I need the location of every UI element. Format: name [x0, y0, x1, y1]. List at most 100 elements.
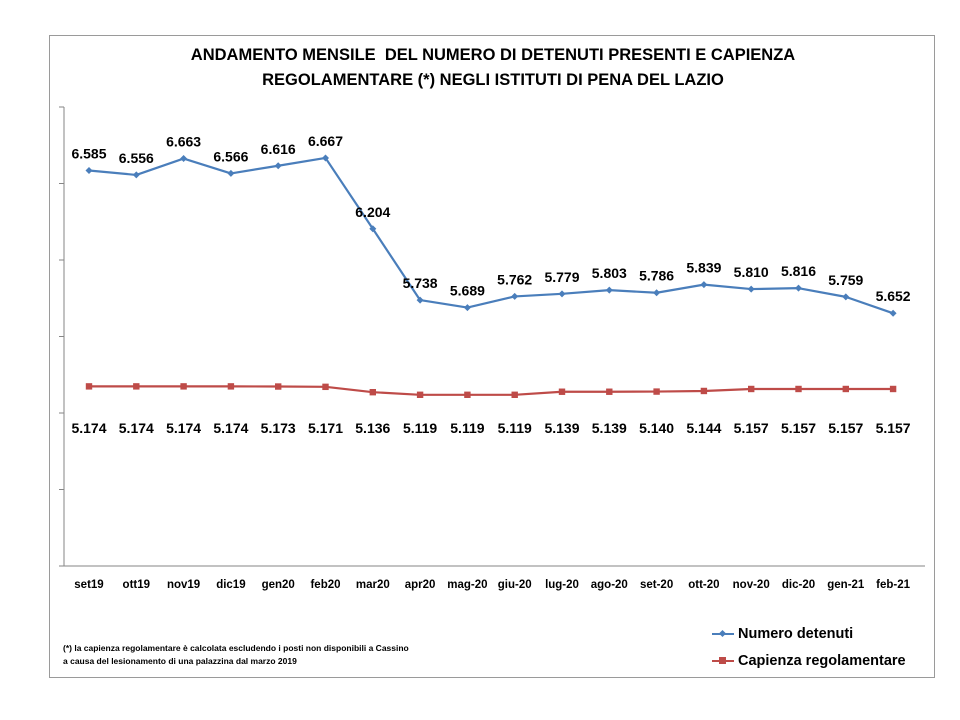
data-label: 5.157 — [828, 420, 863, 436]
data-point-square — [180, 383, 187, 390]
data-label: 5.810 — [734, 264, 769, 280]
data-label: 5.157 — [781, 420, 816, 436]
data-point-square — [85, 383, 93, 390]
data-point-square — [416, 391, 424, 398]
data-point-diamond — [511, 292, 519, 300]
x-tick-label: set-20 — [640, 579, 673, 591]
legend-marker-square-icon — [712, 655, 734, 667]
data-label: 5.119 — [498, 420, 532, 436]
data-point-diamond — [605, 286, 613, 294]
legend-label-capienza: Capienza regolamentare — [738, 652, 906, 669]
data-label: 5.139 — [544, 420, 579, 436]
data-label: 5.759 — [828, 272, 863, 288]
data-label: 5.839 — [686, 260, 721, 276]
legend-item-numero-detenuti: Numero detenuti — [712, 620, 906, 647]
x-tick-label: mar20 — [356, 579, 390, 591]
legend-marker-diamond-icon — [712, 628, 734, 640]
data-point-square — [748, 385, 755, 393]
data-label: 5.139 — [592, 420, 627, 436]
chart-title-line-1: ANDAMENTO MENSILE DEL NUMERO DI DETENUTI… — [190, 46, 796, 64]
data-point-square — [700, 387, 708, 395]
data-point-diamond — [227, 169, 235, 177]
x-tick-label: gen20 — [262, 579, 295, 591]
data-point-diamond — [795, 284, 802, 292]
data-point-square — [795, 385, 802, 393]
data-point-diamond — [132, 171, 140, 179]
x-tick-label: dic19 — [216, 579, 245, 591]
data-point-square — [464, 391, 471, 398]
chart-title-line-2: REGOLAMENTARE (*) NEGLI ISTITUTI DI PENA… — [262, 71, 724, 89]
data-label: 6.204 — [355, 204, 390, 220]
data-label: 5.174 — [71, 420, 106, 436]
data-label: 5.689 — [450, 283, 485, 299]
data-label: 5.174 — [213, 420, 248, 436]
data-point-square — [653, 388, 660, 395]
x-tick-label: feb20 — [310, 579, 340, 591]
data-point-square — [133, 383, 140, 390]
x-tick-label: set19 — [74, 579, 103, 591]
data-label: 5.144 — [686, 420, 721, 436]
footnote-line-1: (*) la capienza regolamentare è calcolat… — [63, 643, 409, 653]
data-point-diamond — [463, 304, 471, 312]
x-tick-label: ago-20 — [591, 579, 628, 591]
data-point-diamond — [416, 296, 424, 304]
data-point-square — [227, 383, 235, 390]
data-label: 5.119 — [403, 420, 437, 436]
footnote: (*) la capienza regolamentare è calcolat… — [63, 642, 409, 668]
data-point-square — [558, 388, 566, 395]
data-label: 5.136 — [355, 420, 390, 436]
footnote-line-2: a causa del lesionamento di una palazzin… — [63, 656, 297, 666]
data-label: 5.119 — [450, 420, 484, 436]
data-label: 5.157 — [876, 420, 911, 436]
data-label: 5.652 — [876, 288, 911, 304]
data-label: 6.566 — [213, 148, 248, 164]
x-tick-label: feb-21 — [876, 579, 910, 591]
x-tick-label: ott-20 — [688, 579, 719, 591]
legend-item-capienza: Capienza regolamentare — [712, 647, 906, 674]
chart-title: ANDAMENTO MENSILE DEL NUMERO DI DETENUTI… — [0, 43, 960, 93]
data-point-diamond — [85, 166, 93, 174]
data-point-diamond — [842, 293, 850, 301]
data-label: 5.171 — [308, 420, 343, 436]
series-line-2 — [89, 385, 894, 396]
data-label: 5.174 — [166, 420, 201, 436]
data-label: 5.786 — [639, 268, 674, 284]
data-point-diamond — [369, 225, 377, 233]
data-label: 5.779 — [544, 269, 579, 285]
data-point-diamond — [322, 154, 329, 162]
data-point-square — [322, 383, 329, 391]
data-point-diamond — [889, 309, 897, 317]
chart-frame — [49, 35, 935, 678]
data-label: 6.663 — [166, 134, 201, 150]
x-tick-label: dic-20 — [782, 579, 815, 591]
data-point-square — [511, 391, 518, 398]
data-label: 5.140 — [639, 420, 674, 436]
data-label: 6.667 — [308, 133, 343, 149]
data-point-diamond — [700, 281, 708, 289]
data-label: 6.585 — [71, 145, 106, 161]
data-label: 5.157 — [734, 420, 769, 436]
data-point-diamond — [653, 289, 661, 297]
data-label: 5.803 — [592, 265, 627, 281]
data-point-diamond — [274, 162, 282, 170]
data-point-diamond — [180, 155, 188, 163]
data-point-square — [606, 388, 613, 395]
data-label: 5.738 — [403, 275, 438, 291]
data-label: 6.616 — [261, 141, 296, 157]
x-tick-label: nov19 — [167, 579, 200, 591]
data-point-square — [889, 385, 897, 393]
data-point-square — [369, 388, 376, 396]
x-tick-label: gen-21 — [827, 579, 865, 591]
data-point-diamond — [558, 290, 566, 298]
data-label: 5.816 — [781, 263, 816, 279]
x-tick-label: apr20 — [405, 579, 436, 591]
series-line-1 — [88, 156, 894, 315]
data-point-diamond — [747, 285, 755, 293]
data-label: 5.173 — [261, 420, 296, 436]
x-tick-label: ott19 — [123, 579, 150, 591]
data-label: 5.762 — [497, 271, 532, 287]
data-point-square — [275, 383, 282, 390]
data-label: 5.174 — [119, 420, 154, 436]
legend: Numero detenuti Capienza regolamentare — [712, 620, 906, 674]
